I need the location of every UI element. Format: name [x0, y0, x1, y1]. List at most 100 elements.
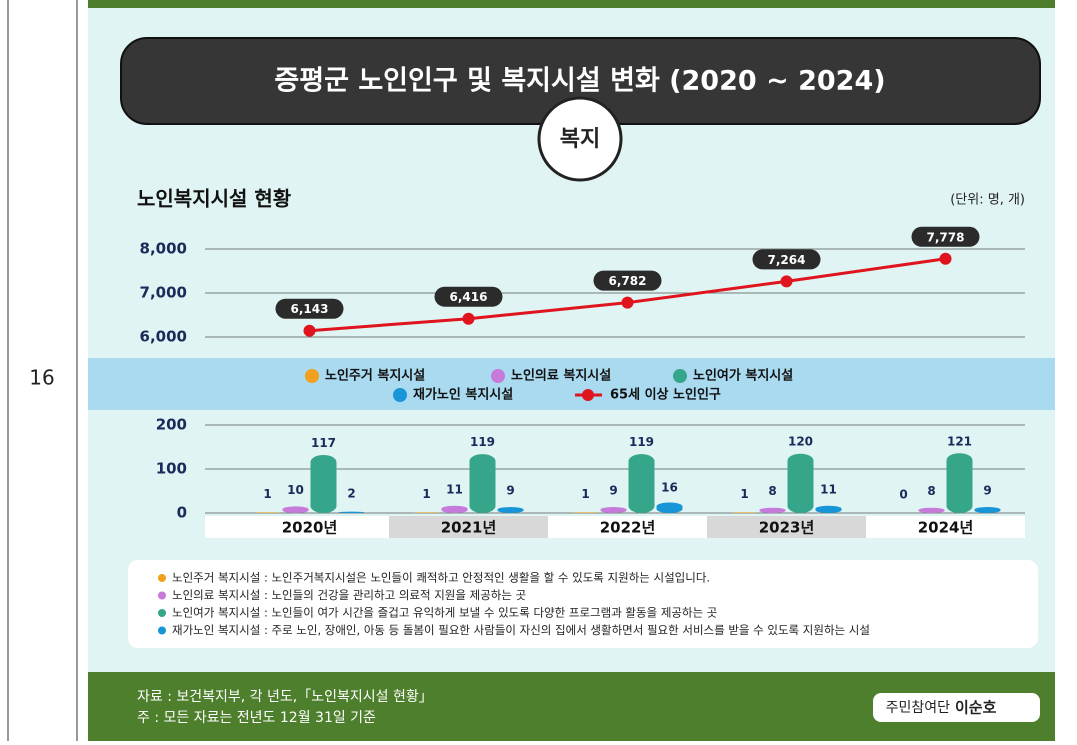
x-tick-label: 2021년 [441, 519, 497, 537]
top-bar [88, 0, 1055, 8]
data-label: 120 [788, 435, 813, 449]
line-point [939, 252, 952, 265]
x-tick-label: 2022년 [600, 519, 656, 537]
data-label: 16 [661, 480, 678, 494]
y-tick-label: 7,000 [140, 284, 187, 302]
y-tick-label: 0 [177, 504, 187, 522]
category-strip [707, 516, 866, 538]
badge [537, 96, 623, 182]
y-tick-label: 6,000 [140, 328, 187, 346]
bar [815, 505, 842, 513]
bar [918, 507, 945, 513]
data-label: 7,778 [927, 230, 965, 244]
note-bullet [158, 626, 166, 635]
bar [338, 511, 365, 513]
data-label: 119 [629, 435, 654, 449]
data-label: 6,782 [609, 274, 647, 288]
x-tick-label: 2023년 [759, 519, 815, 537]
data-label: 6,143 [291, 302, 329, 316]
bar [787, 453, 814, 513]
line-point [621, 296, 634, 309]
title: 증평군 노인인구 및 복지시설 변화 (2020 ~ 2024) [274, 66, 885, 97]
legend-label: 노인여가 복지시설 [693, 368, 793, 384]
data-label: 119 [470, 435, 495, 449]
category-strip [389, 516, 548, 538]
credit-box [873, 693, 1040, 722]
line-point [462, 312, 475, 325]
note-text: 노인여가 복지시설 : 노인들이 여가 시간을 즐겁고 유익하게 보낼 수 있도… [172, 606, 717, 620]
bar [628, 454, 655, 513]
legend-label: 노인의료 복지시설 [511, 368, 611, 384]
note-text: 재가노인 복지시설 : 주로 노인, 장애인, 아동 등 돌봄이 필요한 사람들… [172, 623, 870, 637]
data-label: 9 [983, 484, 991, 498]
footer-source: 자료 : 보건복지부, 각 년도,「노인복지시설 현황」 [137, 689, 433, 705]
data-label: 8 [768, 484, 776, 498]
category-strip [548, 516, 707, 538]
bar [656, 502, 683, 513]
note-bullet [158, 591, 166, 600]
label-pill [275, 298, 344, 319]
notes-box [128, 560, 1038, 648]
label-pill [434, 286, 503, 307]
note-text: 노인주거 복지시설 : 노인주거복지시설은 노인들이 쾌적하고 안정적인 생활을… [172, 571, 710, 585]
category-strip [866, 516, 1025, 538]
y-tick-label: 200 [156, 416, 187, 434]
bar [413, 512, 440, 513]
data-label: 6,416 [450, 290, 488, 304]
line-point [780, 275, 793, 288]
data-label: 7,264 [768, 253, 806, 267]
bar [572, 512, 599, 513]
legend-label: 노인주거 복지시설 [325, 368, 425, 384]
note-bullet [158, 609, 166, 617]
data-label: 0 [899, 488, 907, 502]
legend-marker [491, 369, 505, 383]
legend-label: 65세 이상 노인인구 [610, 387, 721, 403]
y-tick-label: 100 [156, 460, 187, 478]
x-tick-label: 2024년 [918, 519, 974, 537]
data-label: 1 [740, 487, 748, 501]
label-pill [911, 226, 980, 247]
legend-marker [393, 388, 407, 402]
bar [441, 505, 468, 513]
bar [497, 507, 524, 513]
footer-note: 주 : 모든 자료는 전년도 12월 31일 기준 [137, 710, 376, 726]
bar [731, 512, 758, 513]
data-label: 1 [263, 487, 271, 501]
data-label: 1 [422, 487, 430, 501]
legend-band [88, 358, 1055, 410]
note-text: 노인의료 복지시설 : 노인들의 건강을 관리하고 의료적 지원을 제공하는 곳 [172, 588, 526, 602]
bar [974, 507, 1001, 513]
badge-text: 복지 [560, 127, 600, 152]
legend-marker [673, 369, 687, 383]
data-label: 2 [347, 487, 355, 501]
bar [254, 512, 281, 513]
line-point [303, 324, 316, 337]
bar [282, 506, 309, 513]
data-label: 9 [506, 484, 514, 498]
legend-label: 재가노인 복지시설 [413, 387, 513, 403]
x-tick-label: 2020년 [282, 519, 338, 537]
legend-marker [582, 389, 594, 401]
unit: (단위: 명, 개) [950, 193, 1025, 208]
credit-name: 이순호 [955, 699, 997, 717]
data-label: 10 [287, 483, 304, 497]
bar [946, 453, 973, 513]
row-number: 16 [29, 366, 54, 390]
bar [310, 455, 337, 513]
data-label: 117 [311, 436, 336, 450]
label-pill [752, 249, 821, 270]
category-strip [205, 516, 389, 538]
note-bullet [158, 574, 166, 582]
data-label: 121 [947, 434, 972, 448]
y-tick-label: 8,000 [140, 240, 187, 258]
section-title: 노인복지시설 현황 [137, 187, 292, 211]
legend-marker [305, 369, 319, 383]
data-label: 1 [581, 487, 589, 501]
data-label: 11 [446, 483, 463, 497]
bar [600, 507, 627, 513]
bar [759, 507, 786, 513]
credit-role: 주민참여단 [886, 700, 951, 716]
label-pill [593, 270, 662, 291]
